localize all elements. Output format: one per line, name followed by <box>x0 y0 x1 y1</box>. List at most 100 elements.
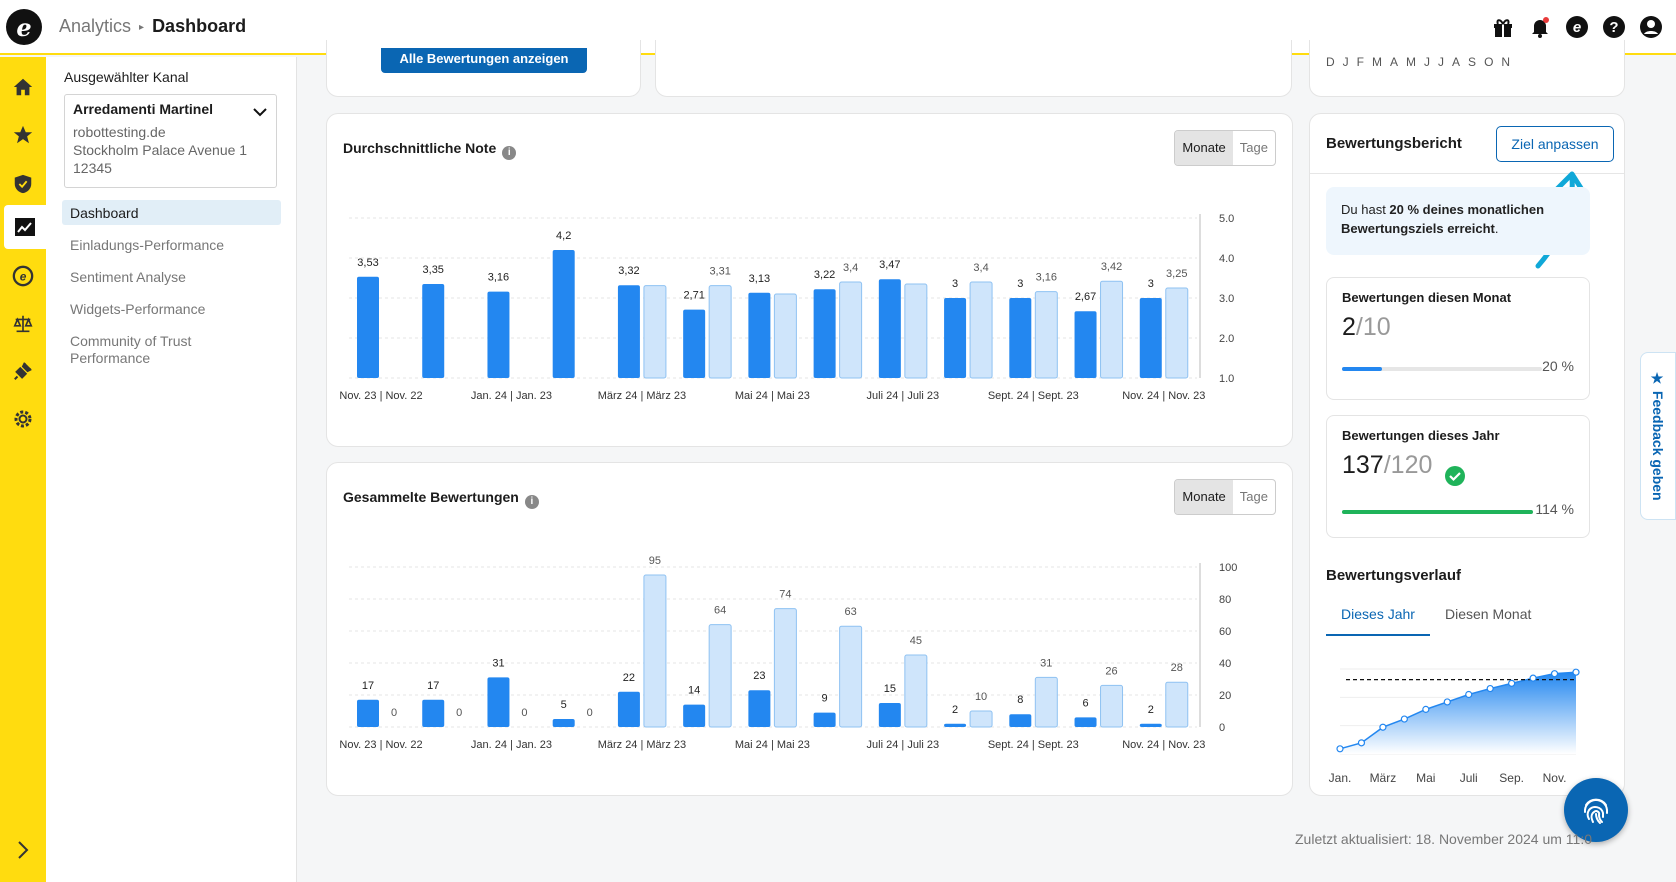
x-tick-label: Nov. <box>1543 771 1567 785</box>
month-initial: J <box>1424 55 1431 69</box>
nav-item-invitation-performance[interactable]: Einladungs-Performance <box>70 237 225 253</box>
info-icon[interactable]: i <box>524 495 539 509</box>
nav-item-widgets-performance[interactable]: Widgets-Performance <box>70 301 206 317</box>
data-label: 3,16 <box>488 272 509 284</box>
reviews-summary-card: Alle Bewertungen anzeigen <box>326 40 641 97</box>
nav-item-community-of-trust[interactable]: Community of Trust Performance <box>70 333 192 366</box>
data-label: 2,67 <box>1075 291 1096 303</box>
toggle-months[interactable]: Monate <box>1175 131 1233 165</box>
chevron-right-icon[interactable] <box>9 836 37 864</box>
tab-this-year[interactable]: Dieses Jahr <box>1326 606 1430 636</box>
month-initial: M <box>1372 55 1383 69</box>
average-rating-title-text: Durchschnittliche Note <box>343 140 497 156</box>
info-icon[interactable]: i <box>502 146 517 160</box>
bar-previous <box>839 625 863 728</box>
data-label: 3,42 <box>1101 261 1122 273</box>
nav-item-sentiment-analysis[interactable]: Sentiment Analyse <box>70 269 186 285</box>
x-tick-label: Juli 24 | Juli 23 <box>867 390 940 402</box>
data-label: 6 <box>1082 697 1088 709</box>
adjust-goal-button[interactable]: Ziel anpassen <box>1496 126 1614 162</box>
gear-icon[interactable] <box>9 405 37 433</box>
data-label: 3,53 <box>357 257 378 269</box>
history-area <box>1340 672 1576 754</box>
data-label: 10 <box>975 691 987 703</box>
bar-current <box>552 719 575 727</box>
bar-current <box>1009 714 1032 727</box>
data-label: 3,22 <box>814 269 835 281</box>
data-label: 15 <box>884 683 896 695</box>
data-label: 17 <box>362 680 374 692</box>
trustpilot-logo[interactable]: e <box>6 9 42 45</box>
bell-icon[interactable] <box>1527 14 1553 40</box>
breadcrumb-analytics[interactable]: Analytics <box>59 16 132 36</box>
home-icon[interactable] <box>9 73 37 101</box>
history-point <box>1529 674 1537 682</box>
average-rating-card: Durchschnittliche Note i Monate Tage 5.0 4.… <box>326 113 1293 447</box>
x-tick-label: März 24 | März 23 <box>598 739 686 751</box>
feedback-button[interactable]: ★ Feedback geben <box>1640 352 1676 520</box>
y-tick-label: 5.0 <box>1219 213 1234 225</box>
toggle-months[interactable]: Monate <box>1175 480 1233 514</box>
channel-domain: robottesting.de <box>73 124 166 140</box>
bar-previous <box>643 574 667 728</box>
gift-icon[interactable] <box>1490 14 1516 40</box>
yearly-reviews-value: 137/120 <box>1342 451 1432 480</box>
bar-current <box>487 677 510 727</box>
collected-reviews-title-text: Gesammelte Bewertungen <box>343 489 519 505</box>
bar-previous <box>1034 291 1058 379</box>
help-icon[interactable]: ? <box>1601 14 1627 40</box>
history-point <box>1443 698 1451 706</box>
plug-icon[interactable] <box>9 357 37 385</box>
history-line <box>1339 671 1577 750</box>
bar-current <box>813 712 836 727</box>
coin-icon[interactable]: e <box>9 262 37 290</box>
x-tick-label: Mai 24 | Mai 23 <box>735 739 810 751</box>
collected-reviews-toggle: Monate Tage <box>1174 479 1276 515</box>
tab-this-month[interactable]: Diesen Monat <box>1445 606 1532 622</box>
svg-text:?: ? <box>1609 19 1618 36</box>
channel-address: Stockholm Palace Avenue 1 <box>73 142 248 158</box>
y-tick-label: 3.0 <box>1219 293 1234 305</box>
fingerprint-button[interactable] <box>1564 778 1628 842</box>
toggle-days[interactable]: Tage <box>1239 140 1268 155</box>
y-tick-label: 0 <box>1219 722 1225 734</box>
user-icon[interactable] <box>1638 14 1664 40</box>
shield-icon[interactable] <box>9 170 37 198</box>
star-icon[interactable] <box>9 121 37 149</box>
bar-current <box>357 699 379 727</box>
nav-item-dashboard[interactable]: Dashboard <box>62 200 281 225</box>
monthly-reviews-goal: /10 <box>1355 313 1391 341</box>
bar-current <box>617 691 640 727</box>
toggle-days[interactable]: Tage <box>1239 489 1268 504</box>
channel-selector[interactable]: Arredamenti Martinel robottesting.de Sto… <box>64 94 277 188</box>
channel-name: Arredamenti Martinel <box>73 101 214 117</box>
y-tick-label: 20 <box>1219 690 1231 702</box>
average-rating-toggle: Monate Tage <box>1174 130 1276 166</box>
data-label: 3,25 <box>1166 268 1187 280</box>
svg-text:e: e <box>1573 19 1581 36</box>
show-all-reviews-button[interactable]: Alle Bewertungen anzeigen <box>381 48 587 73</box>
monthly-reviews-card: Bewertungen diesen Monat 2/10 20 % <box>1326 277 1590 400</box>
scales-icon[interactable] <box>9 310 37 338</box>
history-point <box>1357 739 1366 747</box>
goal-message-post: . <box>1494 221 1499 236</box>
bar-current <box>1074 311 1097 378</box>
x-tick-label: Nov. 24 | Nov. 23 <box>1122 390 1205 402</box>
month-initial: A <box>1452 55 1461 69</box>
x-tick-label: Mai 24 | Mai 23 <box>735 390 810 402</box>
star-icon: ★ <box>1650 371 1666 392</box>
history-point <box>1486 684 1494 693</box>
last-updated: Zuletzt aktualisiert: 18. November 2024 … <box>1295 831 1593 847</box>
history-chart: Jan. März Mai Juli Sep. Nov. <box>1329 668 1580 785</box>
bar-current <box>813 289 836 378</box>
collected-reviews-card: Gesammelte Bewertungen i Monate Tage 100 80… <box>326 462 1293 796</box>
x-tick-label: Sept. 24 | Sept. 23 <box>988 739 1079 751</box>
trustpilot-icon[interactable]: e <box>1564 14 1590 40</box>
chart-icon[interactable] <box>4 205 46 249</box>
chevron-down-icon[interactable] <box>252 105 268 123</box>
x-tick-label: Juli 24 | Juli 23 <box>867 739 940 751</box>
divider <box>1310 173 1624 174</box>
data-label: 45 <box>910 635 922 647</box>
x-tick-label: Sept. 24 | Sept. 23 <box>988 390 1079 402</box>
